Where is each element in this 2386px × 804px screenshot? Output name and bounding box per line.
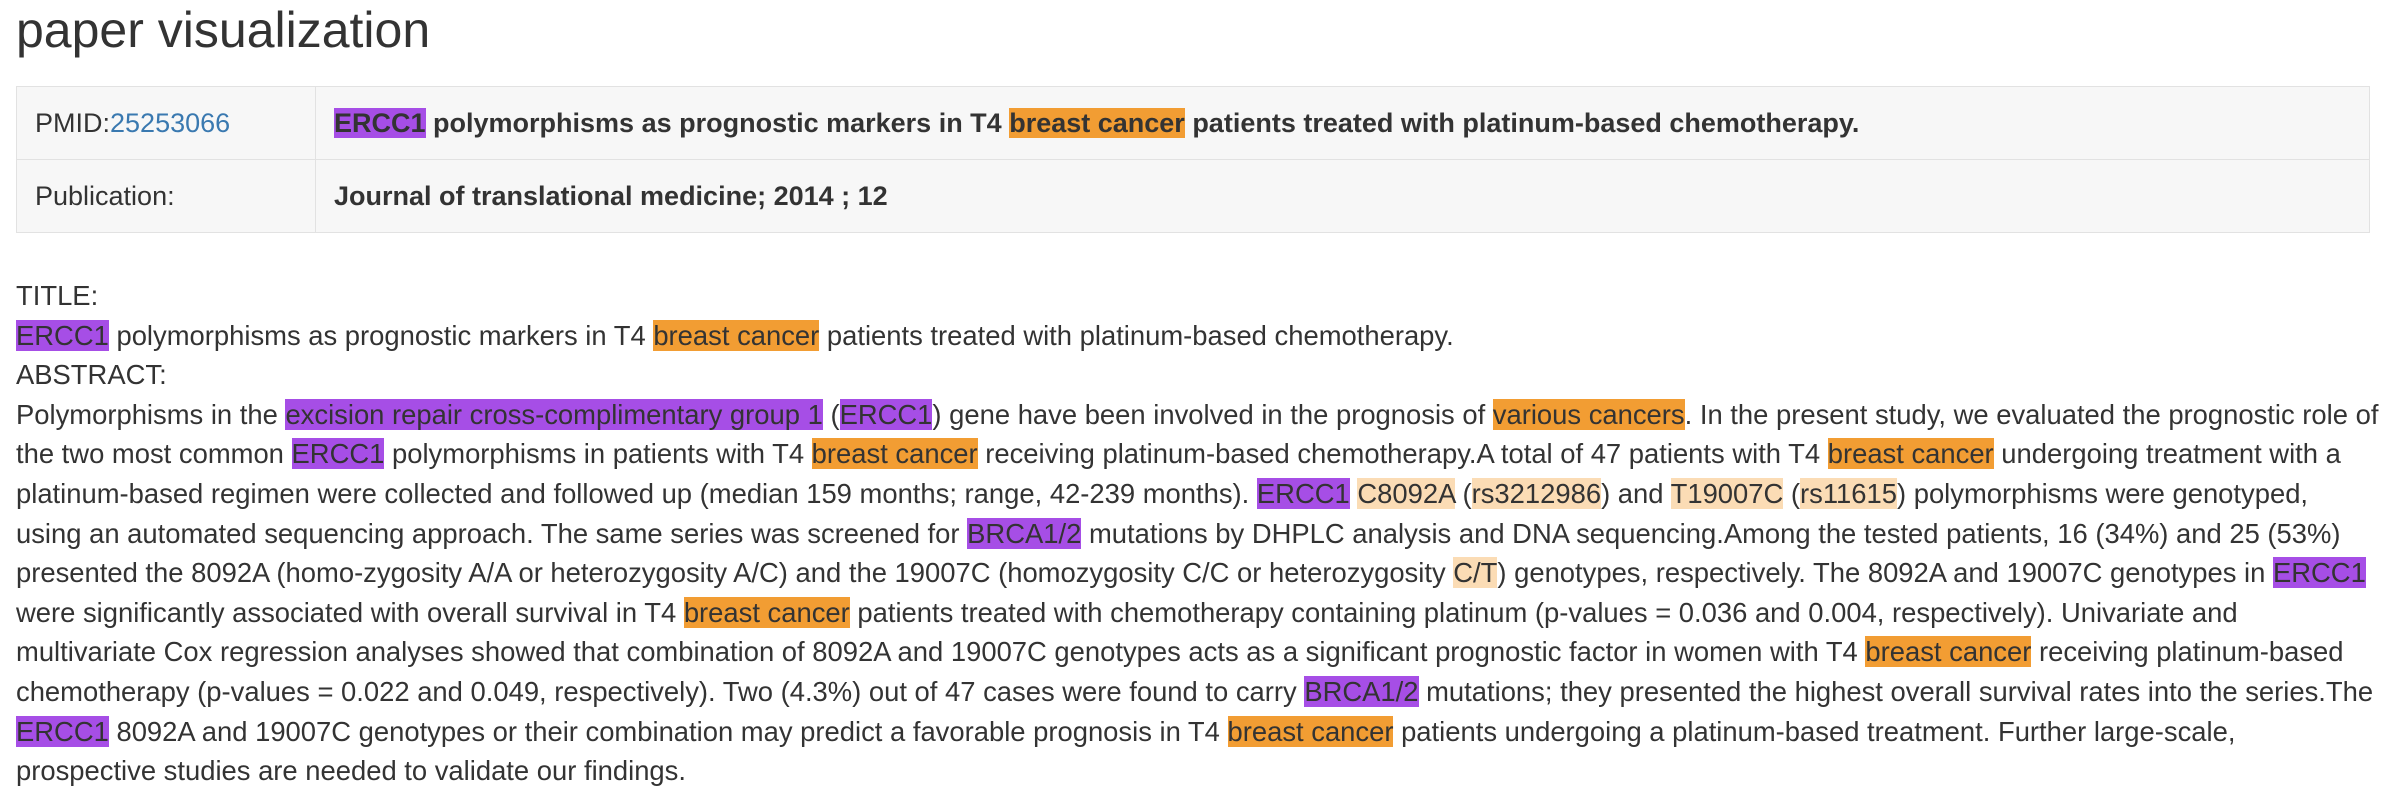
text-segment: patients treated with chemotherapy conta…: [16, 596, 2238, 668]
disease-highlight: breast cancer: [1827, 438, 1994, 470]
gene-highlight: ERCC1: [334, 107, 426, 138]
gene-highlight: ERCC1: [839, 398, 933, 430]
text-segment: ) genotypes, respectively. The 8092A and…: [1497, 557, 2273, 589]
paper-meta-table: PMID:25253066 ERCC1 polymorphisms as pro…: [16, 86, 2370, 233]
gene-highlight: BRCA1/2: [1304, 675, 1419, 707]
pmid-label-cell: PMID:25253066: [16, 86, 316, 160]
gene-highlight: ERCC1: [2272, 557, 2366, 589]
mutation-highlight: rs11615: [1800, 477, 1897, 509]
paper-title-cell: ERCC1 polymorphisms as prognostic marker…: [315, 86, 2370, 160]
text-segment: polymorphisms in patients with T4: [384, 438, 812, 470]
pmid-row: PMID:25253066 ERCC1 polymorphisms as pro…: [16, 86, 2370, 160]
disease-highlight: breast cancer: [1009, 107, 1185, 138]
disease-highlight: breast cancer: [1227, 715, 1394, 747]
gene-highlight: ERCC1: [291, 438, 385, 470]
pmid-label: PMID:: [35, 107, 111, 138]
text-segment: mutations; they presented the highest ov…: [1418, 675, 2374, 707]
article-text: TITLE: ERCC1 polymorphisms as prognostic…: [16, 276, 2380, 791]
text-segment: patients undergoing a platinum-based tre…: [16, 715, 2236, 787]
publication-value: Journal of translational medicine; 2014 …: [315, 159, 2370, 233]
disease-highlight: breast cancer: [811, 438, 978, 470]
mutation-highlight: C/T: [1453, 557, 1498, 589]
title-section-label: TITLE:: [16, 280, 99, 311]
text-segment: ) and: [1601, 477, 1671, 509]
gene-highlight: ERCC1: [16, 715, 109, 747]
text-segment: polymorphisms as prognostic markers in T…: [108, 319, 654, 351]
text-segment: (: [1454, 477, 1472, 509]
disease-highlight: breast cancer: [1865, 636, 2032, 668]
text-segment: Polymorphisms in the: [16, 398, 286, 430]
disease-highlight: breast cancer: [683, 596, 850, 628]
article-title-annotated: ERCC1 polymorphisms as prognostic marker…: [16, 316, 2380, 356]
gene-highlight: ERCC1: [16, 319, 109, 351]
abstract-section-label: ABSTRACT:: [16, 359, 167, 391]
text-segment: mutations by DHPLC analysis and DNA sequ…: [16, 517, 2341, 589]
page-title: paper visualization: [16, 2, 431, 58]
gene-highlight: BRCA1/2: [967, 517, 1082, 549]
disease-highlight: various cancers: [1492, 398, 1685, 430]
text-segment: receiving platinum-based chemotherapy (p…: [16, 636, 2344, 707]
text-segment: 8092A and 19007C genotypes or their comb…: [108, 715, 1228, 747]
text-segment: (: [1783, 477, 1801, 509]
paper-title-annotated: ERCC1 polymorphisms as prognostic marker…: [334, 107, 1860, 138]
publication-label: Publication:: [16, 159, 316, 233]
mutation-highlight: C8092A: [1357, 477, 1455, 509]
text-segment: receiving platinum-based chemotherapy.A …: [977, 438, 1828, 470]
text-segment: . In the present study, we evaluated the…: [16, 398, 2379, 470]
text-segment: undergoing treatment with a platinum-bas…: [16, 438, 2341, 509]
disease-highlight: breast cancer: [653, 319, 820, 351]
mutation-highlight: T19007C: [1670, 477, 1784, 509]
text-segment: (: [822, 398, 840, 430]
text-segment: patients treated with platinum-based che…: [1184, 107, 1860, 138]
abstract-annotated: Polymorphisms in the excision repair cro…: [16, 395, 2380, 791]
publication-row: Publication: Journal of translational me…: [16, 159, 2370, 233]
pmid-link[interactable]: 25253066: [110, 107, 231, 138]
text-segment: ) polymorphisms were genotyped, using an…: [16, 477, 2309, 549]
text-segment: ) gene have been involved in the prognos…: [932, 398, 1493, 430]
mutation-highlight: rs3212986: [1471, 477, 1602, 509]
gene-highlight: ERCC1: [1256, 477, 1350, 509]
gene-highlight: excision repair cross-complimentary grou…: [285, 398, 823, 430]
text-segment: were significantly associated with overa…: [16, 596, 684, 628]
text-segment: patients treated with platinum-based che…: [819, 319, 1454, 351]
text-segment: polymorphisms as prognostic markers in T…: [425, 107, 1010, 138]
